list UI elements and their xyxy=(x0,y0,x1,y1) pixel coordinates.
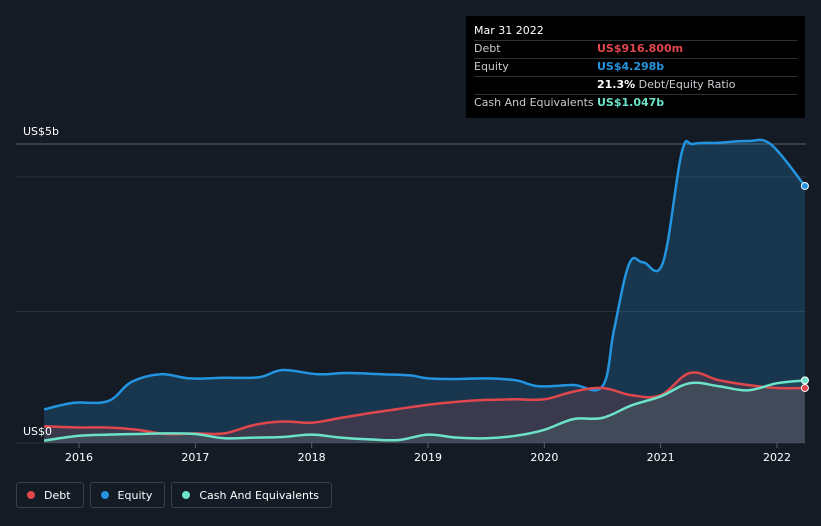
legend-item-cash[interactable]: Cash And Equivalents xyxy=(171,482,332,508)
point-cash-and-equivalents xyxy=(800,376,809,385)
tooltip-cash-value: US$1.047b xyxy=(597,96,665,109)
x-axis-ticks: 2016 2017 2018 2019 2020 2021 2022 xyxy=(65,443,791,464)
x-tick-label: 2022 xyxy=(763,451,791,464)
tooltip-row-cash: Cash And Equivalents US$1.047b xyxy=(474,94,797,112)
tooltip-equity-value: US$4.298b xyxy=(597,60,665,73)
legend-label-cash: Cash And Equivalents xyxy=(199,488,319,502)
legend-label-equity: Equity xyxy=(117,488,153,502)
point-equity xyxy=(800,181,809,190)
legend-item-debt[interactable]: Debt xyxy=(16,482,84,508)
legend: Debt Equity Cash And Equivalents xyxy=(16,482,332,508)
tooltip-row-equity: Equity US$4.298b xyxy=(474,58,797,76)
area-cash-and-equivalents xyxy=(44,380,805,443)
area-equity xyxy=(44,139,805,444)
line-cash-and-equivalents xyxy=(43,379,806,442)
x-tick-label: 2016 xyxy=(65,451,93,464)
tooltip-equity-label: Equity xyxy=(474,60,509,73)
x-tick-label: 2017 xyxy=(181,451,209,464)
tooltip-ratio-value: 21.3% xyxy=(597,78,636,91)
tooltip-row-ratio: 21.3% Debt/Equity Ratio xyxy=(474,76,797,94)
debt-dot-icon xyxy=(27,491,35,499)
series-endpoints xyxy=(800,181,809,392)
legend-item-equity[interactable]: Equity xyxy=(89,482,166,508)
series-areas xyxy=(44,139,805,444)
tooltip: Mar 31 2022 Debt US$916.800m Equity US$4… xyxy=(466,16,805,118)
tooltip-date: Mar 31 2022 xyxy=(474,24,544,37)
gridlines xyxy=(16,143,806,444)
tooltip-debt-value: US$916.800m xyxy=(597,42,684,55)
x-tick-label: 2020 xyxy=(530,451,558,464)
line-equity xyxy=(43,138,806,411)
tooltip-cash-label: Cash And Equivalents xyxy=(474,96,594,109)
x-tick-label: 2021 xyxy=(647,451,675,464)
y-axis-bottom-label: US$0 xyxy=(23,425,52,438)
legend-label-debt: Debt xyxy=(44,488,71,502)
tooltip-debt-label: Debt xyxy=(474,42,501,55)
tooltip-row-debt: Debt US$916.800m xyxy=(474,40,797,58)
area-debt xyxy=(44,372,805,443)
point-debt xyxy=(800,383,809,392)
cash-dot-icon xyxy=(182,491,191,499)
equity-dot-icon xyxy=(100,491,109,499)
x-tick-label: 2019 xyxy=(414,451,442,464)
tooltip-ratio-label: Debt/Equity Ratio xyxy=(638,78,736,91)
x-tick-label: 2018 xyxy=(298,451,326,464)
series-lines xyxy=(43,138,806,442)
y-axis-top-label: US$5b xyxy=(23,125,59,138)
